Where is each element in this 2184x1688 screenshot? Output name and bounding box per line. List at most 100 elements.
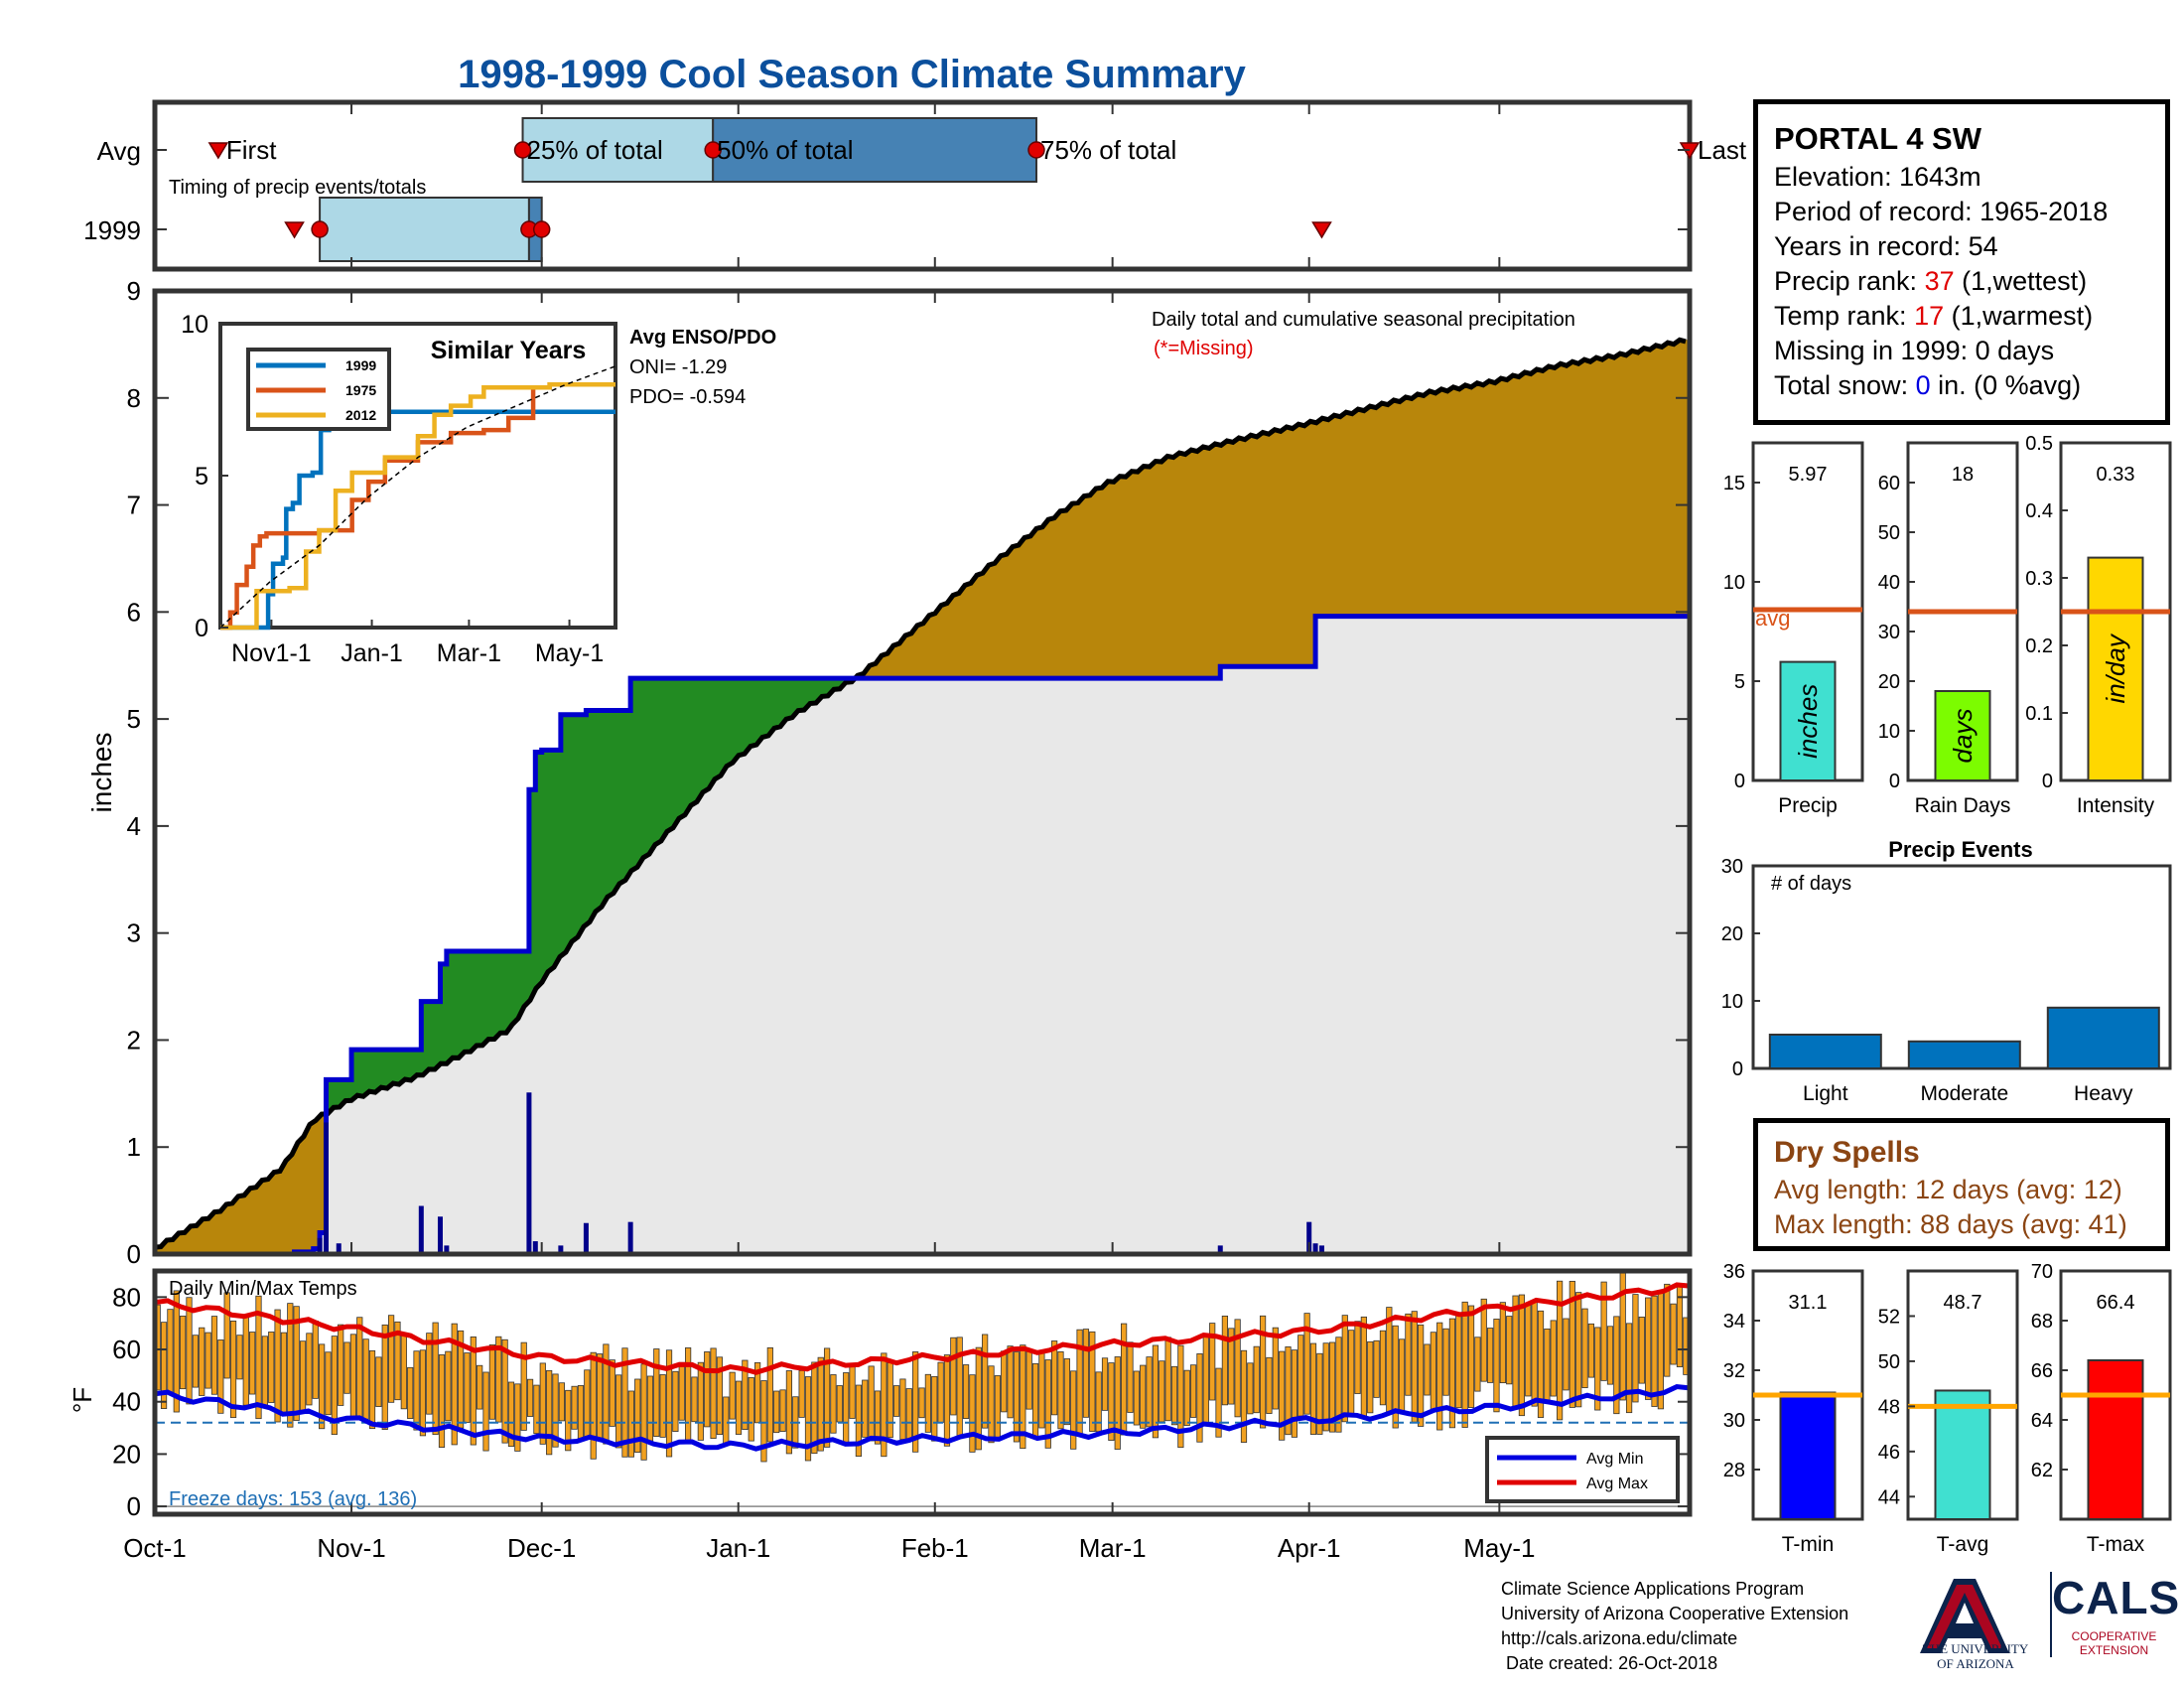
timing-q25-label: 25% of total (527, 135, 663, 165)
rain_days-ytick-label: 20 (1878, 671, 1900, 693)
daily-temp-bar (1057, 1351, 1064, 1430)
intensity-bar (2087, 556, 2144, 781)
daily-temp-bar (1234, 1319, 1241, 1418)
tavg-ytick-label: 52 (1878, 1306, 1900, 1328)
main-ytick-label: 0 (127, 1239, 141, 1269)
daily-temp-bar (1164, 1336, 1171, 1422)
daily-temp-bar (678, 1361, 685, 1421)
daily-temp-bar (501, 1338, 508, 1444)
temp-rank-value: 17 (1914, 301, 1945, 331)
rain_days-ytick-label: 40 (1878, 572, 1900, 594)
daily-temp-bar (685, 1347, 692, 1443)
temp-title: Daily Min/Max Temps (169, 1278, 357, 1300)
daily-temp-bar (1285, 1346, 1292, 1436)
observed-cumulative-line (155, 614, 1693, 1257)
snow-value: 0 (1915, 370, 1931, 400)
daily-temp-bar (312, 1321, 319, 1399)
daily-temp-bar (1411, 1311, 1418, 1423)
cals-logo: CALS COOPERATIVE EXTENSION (2050, 1572, 2179, 1657)
daily-temp-bar (1152, 1344, 1160, 1439)
daily-temp-bar (407, 1366, 414, 1419)
daily-temp-bar (1170, 1365, 1178, 1426)
precip-rank-value: 37 (1924, 266, 1955, 296)
daily-temp-bar (1550, 1320, 1557, 1397)
daily-precip-bar (558, 1245, 564, 1254)
dry-spells-max: Max length: 88 days (avg: 41) (1774, 1209, 2127, 1239)
rain_days-ytick-label: 10 (1878, 721, 1900, 743)
daily-temp-bar (982, 1334, 989, 1429)
daily-temp-bar (571, 1385, 578, 1430)
timing-last-label: Last (1698, 135, 1747, 165)
daily-temp-bar (653, 1348, 660, 1438)
daily-temp-bar (1316, 1352, 1323, 1435)
main-ytick-label: 1 (127, 1132, 141, 1162)
inset-xtick-label: Nov1-1 (231, 639, 312, 667)
daily-temp-bar (1341, 1315, 1348, 1423)
daily-temp-bar (1632, 1294, 1639, 1403)
daily-temp-bar (843, 1372, 850, 1446)
rain_days-value-label: 18 (1952, 464, 1974, 486)
timing-row-year: 1999 (83, 215, 141, 245)
daily-temp-bar (319, 1343, 326, 1430)
daily-temp-bar (1461, 1301, 1468, 1428)
inset-legend-2012: 2012 (345, 407, 376, 423)
daily-temp-bar (691, 1376, 698, 1423)
daily-temp-bar (659, 1374, 666, 1438)
daily-temp-bar (400, 1334, 407, 1410)
daily-temp-bar (1020, 1344, 1026, 1450)
daily-temp-bar (1645, 1297, 1652, 1400)
daily-temp-bar (413, 1350, 420, 1431)
timing-row-avg: Avg (97, 136, 141, 166)
timing-panel: Avg 1999 Timing of precip events/totals … (83, 99, 1747, 272)
tmin-ytick-label: 34 (1723, 1311, 1745, 1333)
daily-temp-bar (1537, 1310, 1545, 1418)
daily-precip-bar (583, 1222, 589, 1254)
daily-temp-bar (229, 1320, 237, 1419)
daily-temp-bar (1007, 1345, 1014, 1419)
daily-temp-bar (1512, 1295, 1519, 1407)
enso-title: Avg ENSO/PDO (629, 327, 776, 349)
xtick-label: Dec-1 (507, 1533, 576, 1563)
ua-logo: THE UNIVERSITY OF ARIZONA (1916, 1641, 2035, 1671)
snow-label: Total snow: (1774, 370, 1916, 400)
daily-precip-bar (437, 1216, 443, 1254)
daily-temp-bar (881, 1352, 887, 1458)
daily-temp-bar (817, 1356, 824, 1452)
daily-temp-bar (596, 1353, 604, 1439)
precip-events-xlabel: Moderate (1920, 1082, 2008, 1105)
inset-xtick-label: May-1 (535, 639, 604, 667)
daily-temp-bar (1392, 1325, 1399, 1429)
daily-precip-bar (444, 1245, 450, 1254)
daily-precip-bar (1318, 1245, 1324, 1254)
precip-events-ytick-label: 30 (1721, 856, 1743, 878)
timing-caption: Timing of precip events/totals (169, 177, 426, 199)
daily-temp-bar (760, 1380, 767, 1463)
daily-temp-bar (287, 1303, 294, 1428)
daily-precip-bar (1306, 1221, 1312, 1254)
temp-ytick-label: 0 (127, 1491, 141, 1521)
daily-temp-bar (1051, 1340, 1058, 1416)
missing-days: Missing in 1999: 0 days (1774, 336, 2055, 365)
daily-temp-bar (811, 1361, 818, 1455)
daily-temp-bar (1613, 1316, 1620, 1415)
main-ytick-label: 7 (127, 491, 141, 520)
intensity-ytick-label: 0.5 (2025, 433, 2053, 455)
daily-temp-bar (249, 1332, 256, 1395)
footer-line-3: http://cals.arizona.edu/climate (1501, 1628, 1738, 1648)
daily-temp-bar (729, 1371, 736, 1420)
daily-temp-bar (1625, 1323, 1633, 1414)
inset-title: Similar Years (431, 337, 587, 364)
station-years: Years in record: 54 (1774, 231, 1998, 261)
tavg-ytick-label: 50 (1878, 1351, 1900, 1373)
total-snow: Total snow: 0 in. (0 %avg) (1774, 368, 2165, 403)
freeze-days: Freeze days: 153 (avg. 136) (169, 1488, 417, 1510)
daily-temp-bar (723, 1396, 730, 1445)
dry-spells-title: Dry Spells (1774, 1136, 1920, 1169)
daily-temp-bar (1418, 1324, 1425, 1427)
daily-temp-bar (520, 1341, 527, 1431)
rain_days-xlabel: Rain Days (1915, 794, 2011, 817)
rain_days-ytick-label: 30 (1878, 622, 1900, 643)
daily-temp-bar (546, 1369, 553, 1456)
daily-temp-bar (514, 1383, 521, 1452)
daily-temp-bar (1638, 1316, 1645, 1384)
